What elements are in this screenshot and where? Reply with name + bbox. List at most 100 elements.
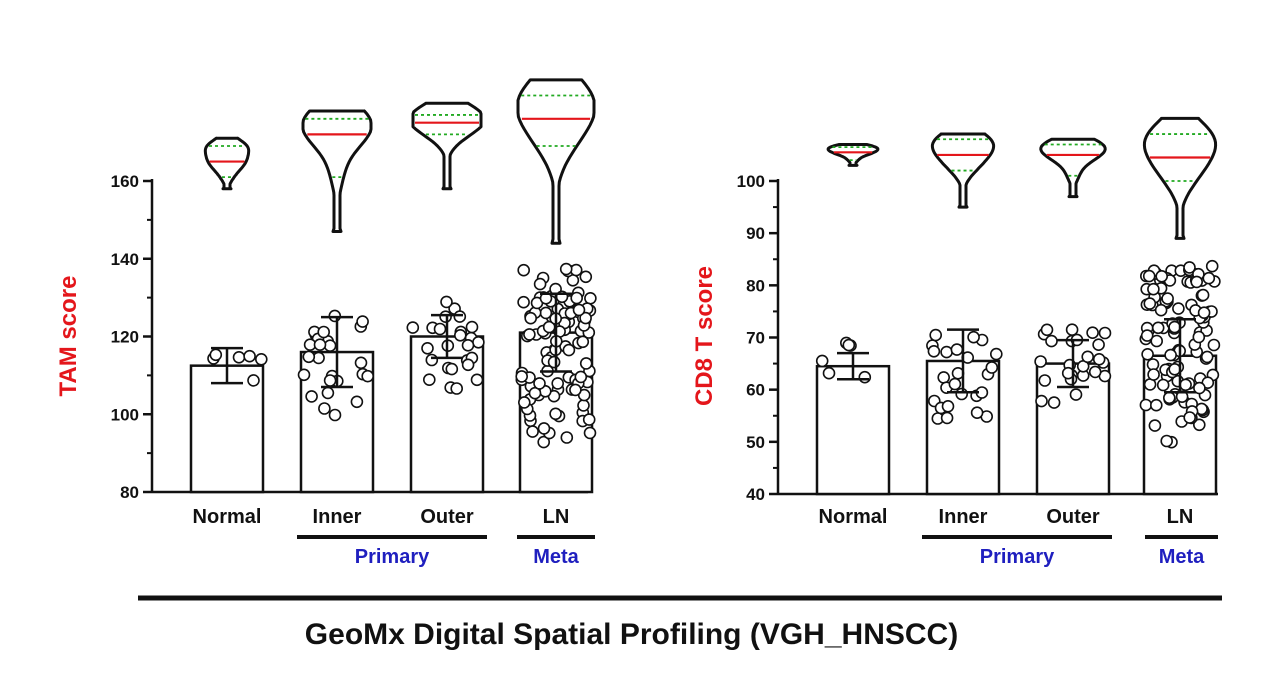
data-point — [523, 328, 536, 341]
data-point — [1088, 365, 1102, 379]
x-category-label: Outer — [1046, 506, 1100, 528]
data-point — [323, 339, 337, 353]
data-point — [1147, 368, 1160, 381]
data-point — [1035, 394, 1048, 408]
data-point — [422, 373, 436, 387]
data-point — [569, 383, 582, 397]
data-point — [1183, 261, 1196, 274]
data-point — [576, 335, 590, 349]
data-point — [445, 362, 459, 376]
data-point — [354, 356, 368, 370]
data-point — [950, 343, 964, 356]
y-axis-label: CD8 T score — [691, 266, 718, 406]
data-point — [929, 328, 943, 342]
data-point — [1092, 338, 1105, 352]
bar — [815, 364, 891, 496]
data-point — [328, 408, 342, 422]
figure-title: GeoMx Digital Spatial Profiling (VGH_HNS… — [304, 618, 959, 651]
data-point — [254, 352, 268, 366]
data-point — [247, 374, 260, 387]
y-tick-label: 160 — [111, 172, 139, 191]
x-category-label: LN — [543, 506, 570, 528]
data-point — [439, 310, 452, 324]
data-point — [1196, 288, 1210, 302]
data-point — [1168, 362, 1181, 376]
group-label: Meta — [533, 546, 579, 568]
violin — [411, 101, 483, 191]
y-tick-label: 40 — [746, 485, 765, 504]
violin — [203, 136, 251, 191]
x-category-label: LN — [1167, 506, 1194, 528]
data-point — [517, 396, 531, 409]
data-point — [302, 350, 316, 364]
data-point — [1151, 321, 1165, 335]
data-point — [313, 338, 327, 352]
data-point — [937, 371, 951, 384]
data-point — [1098, 326, 1112, 340]
data-point — [570, 291, 584, 305]
data-point — [1154, 303, 1168, 317]
data-point — [577, 399, 590, 412]
y-tick-label: 70 — [746, 329, 765, 348]
data-point — [822, 366, 836, 380]
data-point — [542, 320, 556, 334]
data-point — [1156, 378, 1170, 392]
y-tick-label: 140 — [111, 250, 139, 269]
data-point — [1038, 374, 1052, 387]
data-point — [1150, 398, 1163, 412]
data-point — [317, 325, 331, 339]
data-point — [461, 338, 475, 352]
data-point — [243, 349, 256, 363]
data-point — [318, 402, 331, 415]
data-point — [1065, 323, 1079, 337]
data-point — [537, 435, 551, 449]
data-point — [1205, 259, 1219, 273]
bar — [189, 364, 265, 494]
data-point — [858, 370, 872, 384]
data-point — [321, 386, 335, 400]
data-point — [350, 395, 364, 409]
data-point — [232, 350, 246, 364]
data-point — [1190, 275, 1203, 289]
data-point — [579, 357, 593, 370]
data-point — [967, 330, 980, 344]
data-point — [1045, 334, 1058, 348]
data-point — [1047, 396, 1061, 409]
y-tick-label: 100 — [737, 172, 765, 191]
data-point — [515, 370, 529, 383]
data-point — [356, 315, 369, 328]
y-tick-label: 80 — [120, 483, 139, 502]
data-point — [584, 291, 597, 305]
data-point — [1143, 297, 1157, 310]
x-category-label: Normal — [193, 506, 262, 528]
x-category-label: Inner — [939, 506, 988, 528]
data-point — [470, 373, 484, 387]
data-point — [440, 295, 453, 309]
y-tick-label: 80 — [746, 276, 765, 295]
data-point — [941, 399, 955, 413]
data-point — [421, 341, 434, 355]
data-point — [1202, 271, 1216, 285]
data-point — [517, 263, 531, 277]
data-point — [582, 413, 596, 426]
data-point — [1147, 282, 1160, 296]
data-point — [472, 335, 485, 349]
violin — [516, 78, 596, 245]
data-point — [1179, 378, 1192, 392]
data-point — [559, 262, 573, 276]
data-point — [1081, 350, 1094, 364]
data-point — [1140, 329, 1154, 342]
data-point — [209, 348, 223, 362]
data-point — [1034, 355, 1047, 368]
group-label: Primary — [355, 546, 430, 568]
data-point — [1193, 381, 1206, 395]
data-point — [1163, 391, 1176, 405]
y-tick-label: 120 — [111, 328, 139, 347]
violin — [301, 109, 373, 234]
data-point — [572, 303, 586, 317]
x-category-label: Inner — [313, 506, 362, 528]
tam-score-panel: 80 100 120 140 160 TAM score Normal Inner Outer L… — [55, 78, 597, 568]
data-point — [1197, 306, 1211, 320]
data-point — [425, 353, 439, 367]
data-point — [1164, 348, 1177, 362]
